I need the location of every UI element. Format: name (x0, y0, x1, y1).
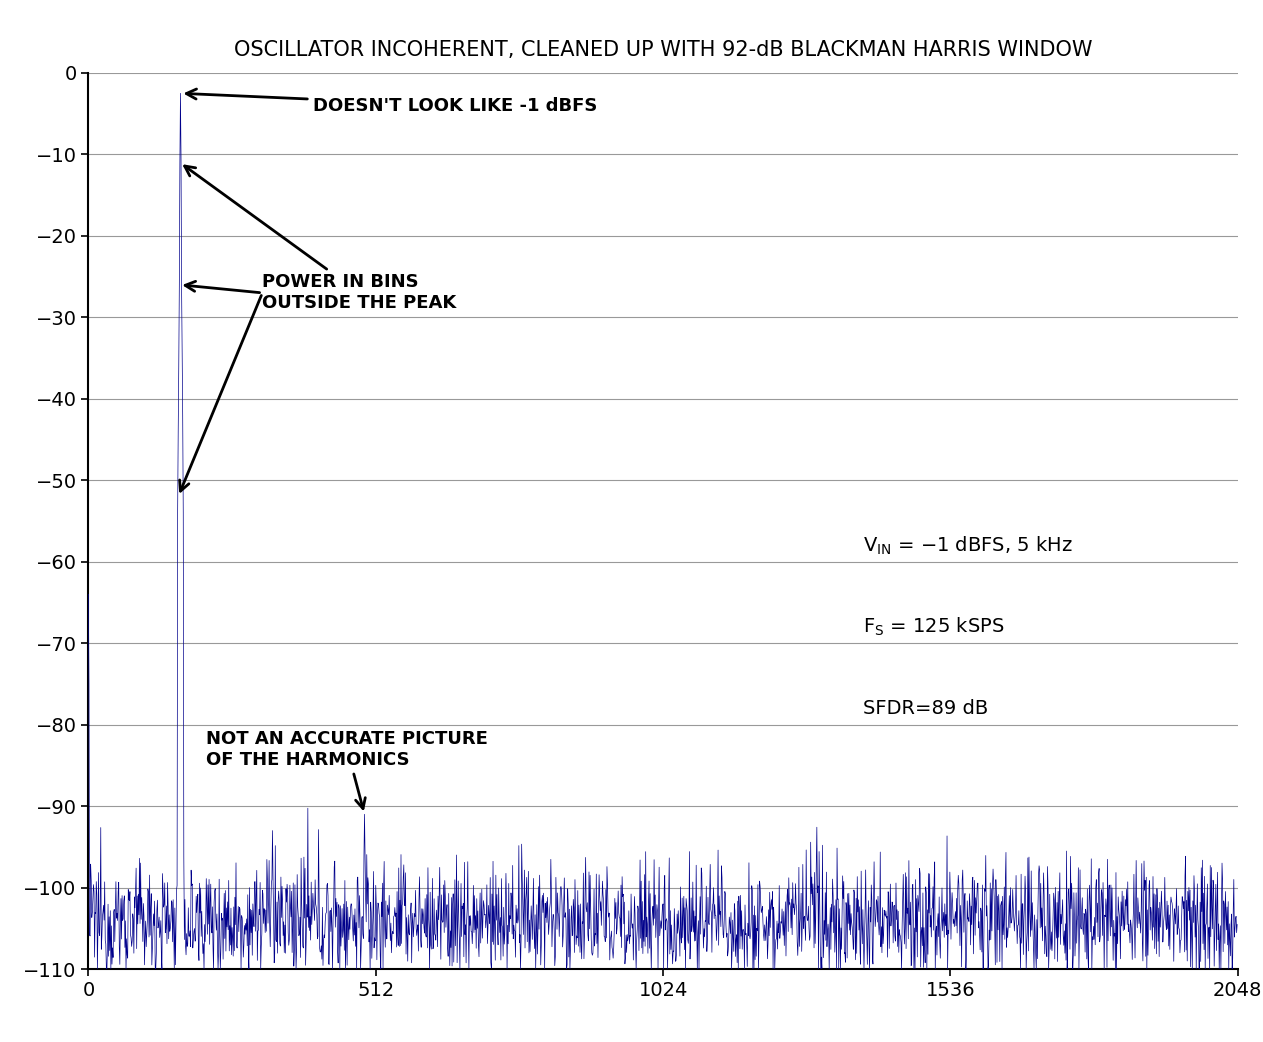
Text: $\mathregular{V_{IN}}$ = −1 dBFS, 5 kHz: $\mathregular{V_{IN}}$ = −1 dBFS, 5 kHz (863, 535, 1072, 556)
Text: DOESN'T LOOK LIKE -1 dBFS: DOESN'T LOOK LIKE -1 dBFS (187, 89, 597, 115)
Text: SFDR=89 dB: SFDR=89 dB (863, 699, 988, 718)
Text: NOT AN ACCURATE PICTURE
OF THE HARMONICS: NOT AN ACCURATE PICTURE OF THE HARMONICS (206, 729, 488, 809)
Text: POWER IN BINS
OUTSIDE THE PEAK: POWER IN BINS OUTSIDE THE PEAK (184, 166, 457, 313)
Title: OSCILLATOR INCOHERENT, CLEANED UP WITH 92-dB BLACKMAN HARRIS WINDOW: OSCILLATOR INCOHERENT, CLEANED UP WITH 9… (234, 41, 1092, 60)
Text: $\mathregular{F_S}$ = 125 kSPS: $\mathregular{F_S}$ = 125 kSPS (863, 616, 1004, 638)
